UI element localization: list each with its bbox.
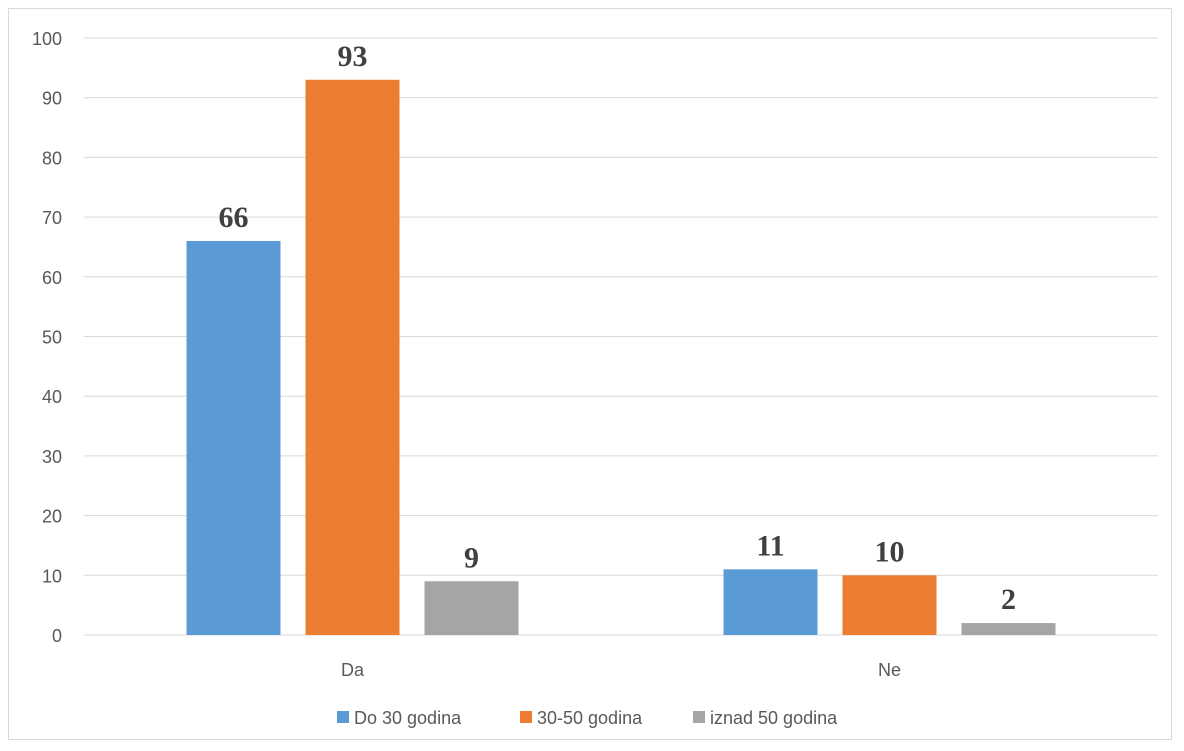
y-tick-label: 50 bbox=[42, 328, 62, 348]
legend-label: 30-50 godina bbox=[537, 708, 643, 728]
y-tick-label: 90 bbox=[42, 89, 62, 109]
y-tick-label: 20 bbox=[42, 507, 62, 527]
legend: Do 30 godina 30-50 godina iznad 50 godina bbox=[337, 708, 838, 728]
bars bbox=[186, 79, 1056, 636]
legend-swatch bbox=[520, 711, 532, 723]
bar bbox=[424, 581, 519, 635]
bar bbox=[305, 79, 400, 636]
legend-swatch bbox=[693, 711, 705, 723]
data-label: 9 bbox=[464, 541, 479, 574]
data-label: 66 bbox=[219, 201, 249, 234]
x-category-label: Ne bbox=[878, 660, 901, 680]
legend-label: Do 30 godina bbox=[354, 708, 462, 728]
y-axis-ticks: 0 10 20 30 40 50 60 70 80 90 100 bbox=[32, 29, 62, 646]
y-tick-label: 40 bbox=[42, 387, 62, 407]
y-tick-label: 30 bbox=[42, 447, 62, 467]
data-labels: 66 93 9 11 10 2 bbox=[219, 40, 1017, 616]
y-tick-label: 0 bbox=[52, 626, 62, 646]
y-tick-label: 10 bbox=[42, 566, 62, 586]
bar bbox=[842, 575, 937, 635]
y-tick-label: 100 bbox=[32, 29, 62, 49]
bar bbox=[961, 623, 1056, 635]
data-label: 11 bbox=[756, 529, 784, 562]
x-axis-categories: Da Ne bbox=[341, 660, 901, 680]
bar bbox=[186, 240, 281, 636]
legend-label: iznad 50 godina bbox=[710, 708, 838, 728]
x-category-label: Da bbox=[341, 660, 365, 680]
bar bbox=[723, 569, 818, 635]
y-tick-label: 70 bbox=[42, 208, 62, 228]
data-label: 2 bbox=[1001, 583, 1016, 616]
legend-swatch bbox=[337, 711, 349, 723]
y-tick-label: 60 bbox=[42, 268, 62, 288]
data-label: 93 bbox=[338, 40, 368, 73]
data-label: 10 bbox=[875, 535, 905, 568]
y-tick-label: 80 bbox=[42, 148, 62, 168]
